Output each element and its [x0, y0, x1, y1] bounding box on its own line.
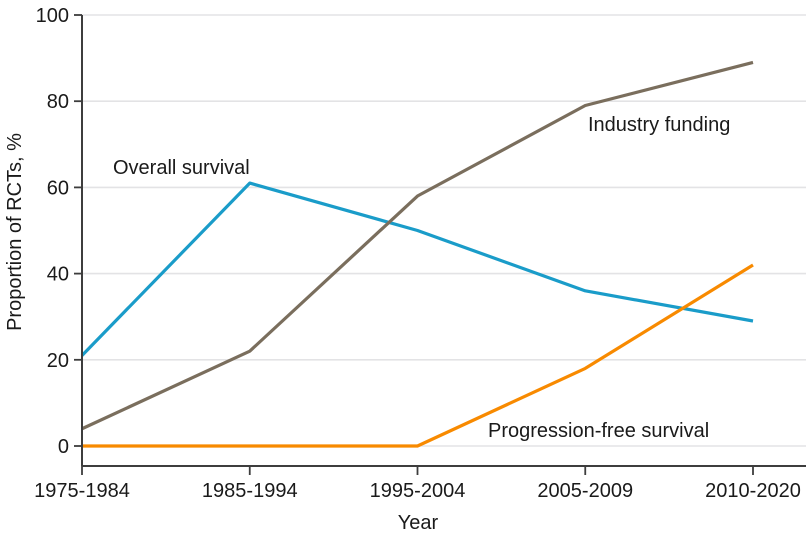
gridlines-layer [82, 14, 806, 447]
series-layer [80, 60, 754, 448]
y-tick-label-60: 60 [47, 177, 69, 199]
labels-layer: 0 20 40 60 80 100 1975-1984 1985-1994 1995-2004 2… [34, 5, 801, 502]
x-tick-label-2: 1995-2004 [370, 480, 466, 502]
x-tick-label-4: 2010-2020 [705, 480, 801, 502]
series-line-progression-free-survival [82, 263, 754, 448]
y-tick-label-40: 40 [47, 264, 69, 286]
series-line-industry-funding [81, 60, 754, 431]
series-line-overall-survival [80, 181, 754, 357]
series-annotation-overall-survival: Overall survival [113, 157, 250, 179]
y-tick-label-20: 20 [47, 350, 69, 372]
x-tick-label-0: 1975-1984 [34, 480, 130, 502]
x-axis-title: Year [398, 512, 439, 534]
y-tick-label-0: 0 [58, 436, 69, 458]
y-tick-label-100: 100 [36, 5, 69, 27]
y-tick-label-80: 80 [47, 91, 69, 113]
y-axis-title: Proportion of RCTs, % [4, 133, 26, 331]
x-tick-label-3: 2005-2009 [537, 480, 633, 502]
series-annotation-progression-free-survival: Progression-free survival [488, 420, 709, 442]
axes-layer [74, 14, 806, 475]
series-annotation-industry-funding: Industry funding [588, 114, 730, 136]
x-tick-label-1: 1985-1994 [202, 480, 298, 502]
